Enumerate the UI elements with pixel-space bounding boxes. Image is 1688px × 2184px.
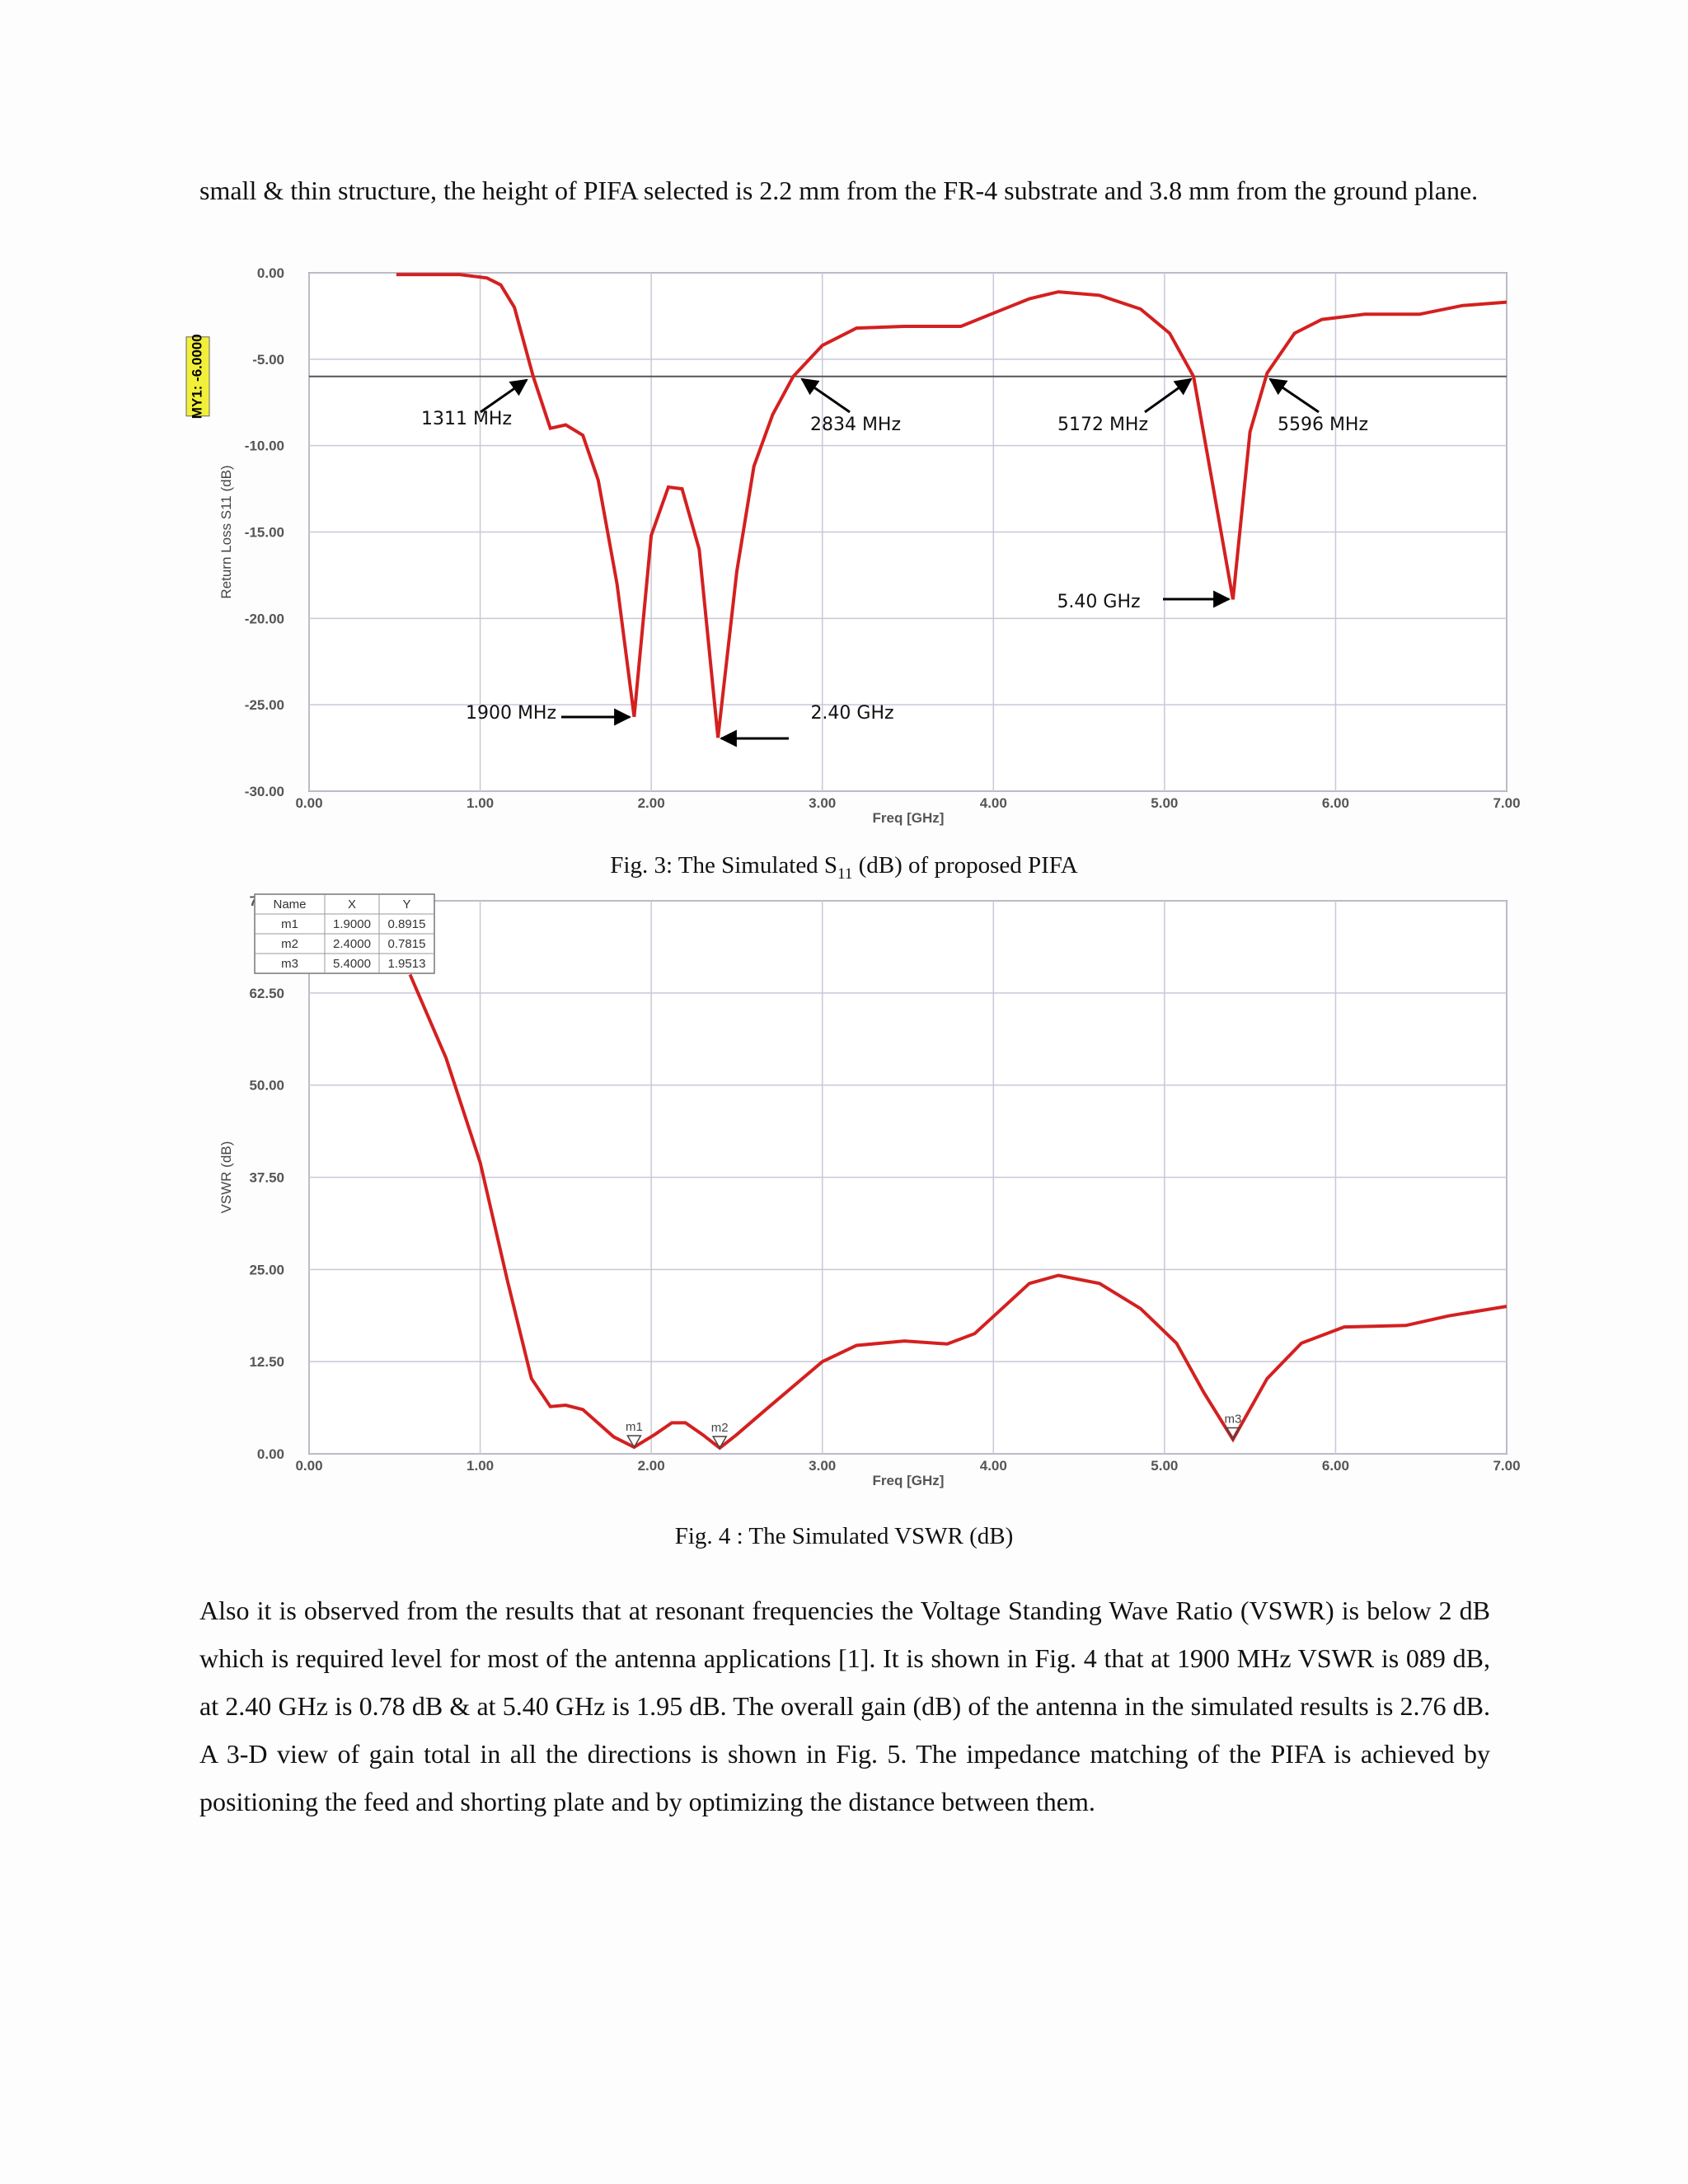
y-tick-label: 50.00 bbox=[249, 1078, 284, 1094]
annotation: 5.40 GHz bbox=[1057, 592, 1140, 612]
figure-caption: Fig. 3: The Simulated S11 (dB) of propos… bbox=[0, 852, 1688, 883]
x-tick-label: 5.00 bbox=[1151, 795, 1178, 811]
annotation: 2834 MHz bbox=[810, 415, 901, 435]
data-line bbox=[396, 273, 1507, 738]
annotation: 5596 MHz bbox=[1278, 415, 1368, 435]
annotation-arrow bbox=[800, 377, 851, 414]
reference-label-box bbox=[185, 336, 210, 417]
caption-text: Fig. 4 : The Simulated VSWR (dB) bbox=[674, 1523, 1014, 1549]
y-tick-label: 0.00 bbox=[257, 265, 284, 281]
y-tick-label: -30.00 bbox=[245, 784, 284, 799]
table-cell: m2 bbox=[281, 937, 298, 951]
table-header: Y bbox=[402, 898, 410, 912]
x-tick-label: 2.00 bbox=[638, 795, 665, 811]
table-cell: 1.9513 bbox=[388, 957, 426, 971]
x-tick-label: 4.00 bbox=[980, 795, 1007, 811]
table-header: Name bbox=[273, 898, 306, 912]
y-axis-label: VSWR (dB) bbox=[218, 1141, 234, 1214]
x-tick-label: 3.00 bbox=[809, 1458, 836, 1474]
table-header: X bbox=[348, 898, 356, 912]
x-tick-label: 4.00 bbox=[980, 1458, 1007, 1474]
annotation: 2.40 GHz bbox=[810, 703, 893, 724]
marker-label: m3 bbox=[1224, 1413, 1241, 1427]
caption-text: (dB) of proposed PIFA bbox=[852, 852, 1078, 879]
x-tick-label: 6.00 bbox=[1322, 1458, 1349, 1474]
annotation: 5172 MHz bbox=[1057, 415, 1148, 435]
y-tick-label: -25.00 bbox=[245, 697, 284, 713]
marker-label: m1 bbox=[626, 1420, 643, 1434]
table-cell: m3 bbox=[281, 957, 298, 971]
x-tick-label: 2.00 bbox=[638, 1458, 665, 1474]
x-tick-label: 7.00 bbox=[1493, 1458, 1520, 1474]
x-tick-label: 1.00 bbox=[467, 1458, 494, 1474]
reference-label: MY1: -6.0000 bbox=[189, 334, 204, 419]
annotation-arrow bbox=[1144, 377, 1193, 414]
table-cell: 0.7815 bbox=[388, 937, 426, 951]
marker-triangle bbox=[1225, 1427, 1241, 1441]
y-tick-label: 25.00 bbox=[249, 1262, 284, 1277]
table-cell: 2.4000 bbox=[333, 937, 371, 951]
y-tick-label: 12.50 bbox=[249, 1354, 284, 1370]
caption-text: Fig. 3: The Simulated S bbox=[610, 852, 838, 879]
x-tick-label: 1.00 bbox=[467, 795, 494, 811]
table-cell: 0.8915 bbox=[388, 917, 426, 931]
x-tick-label: 0.00 bbox=[295, 1458, 322, 1474]
x-tick-label: 0.00 bbox=[295, 795, 322, 811]
y-tick-label: -5.00 bbox=[252, 352, 284, 368]
y-axis-label: Return Loss S11 (dB) bbox=[218, 465, 234, 598]
x-tick-label: 7.00 bbox=[1493, 795, 1520, 811]
paragraph: small & thin structure, the height of PI… bbox=[199, 176, 1479, 205]
x-axis-label: Freq [GHz] bbox=[873, 1473, 945, 1488]
annotation-arrow bbox=[1268, 377, 1320, 414]
caption-subscript: 11 bbox=[837, 865, 853, 883]
table-cell: m1 bbox=[281, 917, 298, 931]
x-axis-label: Freq [GHz] bbox=[873, 810, 945, 826]
marker-triangle bbox=[626, 1435, 642, 1449]
annotation: 1311 MHz bbox=[421, 409, 512, 429]
figure-caption: Fig. 4 : The Simulated VSWR (dB) bbox=[0, 1523, 1688, 1550]
x-tick-label: 5.00 bbox=[1151, 1458, 1178, 1474]
y-tick-label: 62.50 bbox=[249, 986, 284, 1001]
x-tick-label: 3.00 bbox=[809, 795, 836, 811]
paragraph: Also it is observed from the results tha… bbox=[199, 1596, 1490, 1816]
table-cell: 5.4000 bbox=[333, 957, 371, 971]
x-tick-label: 6.00 bbox=[1322, 795, 1349, 811]
y-tick-label: -20.00 bbox=[245, 611, 284, 626]
table-cell: 1.9000 bbox=[333, 917, 371, 931]
y-tick-label: -10.00 bbox=[245, 438, 284, 454]
y-tick-label: 37.50 bbox=[249, 1170, 284, 1186]
marker-label: m2 bbox=[711, 1421, 729, 1435]
y-tick-label: -15.00 bbox=[245, 525, 284, 541]
marker-triangle bbox=[711, 1436, 728, 1450]
y-tick-label: 0.00 bbox=[257, 1446, 284, 1462]
annotation-arrow bbox=[480, 378, 528, 414]
annotation: 1900 MHz bbox=[466, 703, 556, 724]
